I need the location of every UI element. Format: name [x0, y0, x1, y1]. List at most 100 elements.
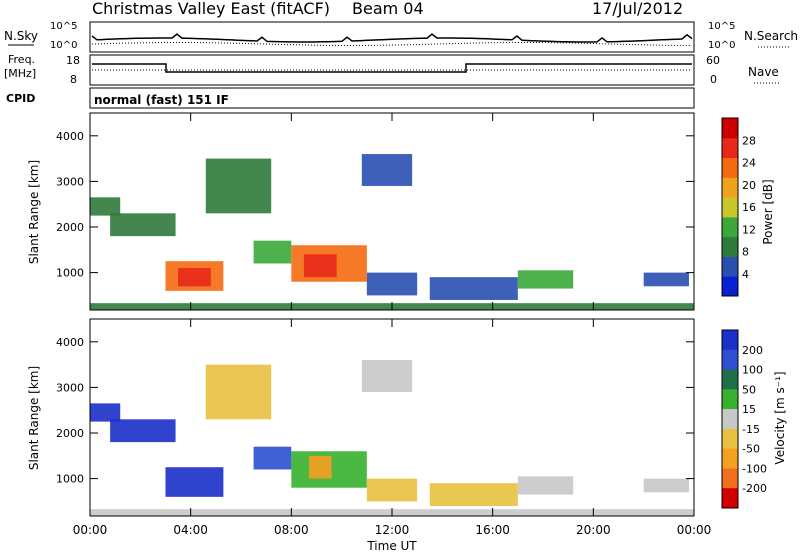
freq-tick-bottom: 8	[70, 73, 77, 86]
noise-tick-left-bottom: 10^0	[50, 40, 77, 51]
colorbar-swatch	[722, 389, 738, 410]
colorbar-swatch	[722, 330, 738, 351]
heatmap-region	[178, 268, 211, 287]
xaxis-label: Time UT	[366, 539, 417, 553]
colorbar-tick-label: 28	[742, 134, 756, 147]
colorbar-swatch	[722, 428, 738, 450]
heatmap-region	[303, 254, 337, 278]
colorbar-swatch	[722, 137, 738, 159]
noise-panel	[89, 21, 695, 53]
freq-panel	[89, 54, 695, 86]
xtick-label: 04:00	[173, 523, 208, 537]
colorbar-swatch	[722, 216, 738, 238]
nave-tick-bottom: 0	[710, 73, 717, 86]
ytick-label: 1000	[56, 473, 84, 486]
xtick-label: 20:00	[576, 523, 611, 537]
colorbar-tick-label: 8	[742, 246, 749, 259]
freq-series	[92, 63, 692, 73]
power-colorbar-label: Power [dB]	[761, 179, 775, 244]
xtick-label: 00:00	[677, 523, 712, 537]
colorbar-tick-label: 100	[742, 364, 763, 377]
nsearch-series	[91, 42, 692, 46]
heatmap-region	[110, 419, 176, 443]
colorbar-tick-label: 200	[742, 344, 763, 357]
velocity-ylabel: Slant Range [km]	[27, 366, 41, 470]
colorbar-swatch	[722, 349, 738, 371]
noise-tick-right-top: 10^5	[708, 21, 735, 32]
heatmap-region	[429, 277, 518, 300]
xtick-label: 12:00	[375, 523, 410, 537]
colorbar-tick-label: -15	[742, 423, 760, 436]
freq-label-1: Freq.	[8, 53, 35, 66]
heatmap-region	[643, 478, 689, 493]
power-yaxis: 1000 2000 3000 4000	[56, 130, 694, 280]
ytick-label: 4000	[56, 336, 84, 349]
colorbar-tick-label: 15	[742, 403, 756, 416]
heatmap-region	[308, 455, 332, 479]
colorbar-frame	[721, 329, 739, 509]
heatmap-region	[517, 270, 574, 289]
nave-tick-top: 60	[706, 54, 720, 67]
heatmap-region	[429, 483, 518, 506]
time-xaxis: 00:00 04:00 08:00 12:00 16:00 20:00 00:00	[73, 113, 712, 537]
heatmap-region	[366, 478, 418, 502]
colorbar-tick-label: 16	[742, 201, 756, 214]
cpid-panel	[89, 87, 695, 109]
noise-tick-left-top: 10^5	[50, 21, 77, 32]
date-title: 17/Jul/2012	[592, 0, 683, 18]
colorbar-swatch	[722, 448, 738, 469]
ytick-label: 2000	[56, 221, 84, 234]
power-ylabel: Slant Range [km]	[27, 160, 41, 264]
ytick-label: 2000	[56, 427, 84, 440]
colorbar-tick-label: -100	[742, 462, 767, 475]
colorbar-swatch	[722, 197, 738, 218]
heatmap-region	[253, 446, 292, 470]
cpid-value: normal (fast) 151 IF	[94, 93, 229, 107]
xtick-label: 00:00	[73, 523, 108, 537]
ytick-label: 3000	[56, 381, 84, 394]
nave-label: Nave	[748, 65, 779, 79]
velocity-colorbar: 200 100 50 15 -15 -50 -100 -200	[721, 329, 767, 509]
nsky-label: N.Sky	[4, 29, 38, 43]
power-colorbar: 4 8 12 16 20 24 28	[721, 117, 756, 297]
colorbar-swatch	[722, 177, 738, 198]
colorbar-frame	[721, 117, 739, 297]
freq-label-2: [MHz]	[4, 67, 36, 80]
velocity-heatmap-cells	[90, 360, 694, 516]
station-title: Christmas Valley East (fitACF)	[92, 0, 330, 18]
heatmap-region	[90, 197, 121, 216]
heatmap-region	[517, 476, 574, 495]
nsearch-label: N.Search	[744, 29, 798, 43]
velocity-yaxis: 1000 2000 3000 4000	[56, 336, 694, 486]
xtick-label: 08:00	[274, 523, 309, 537]
heatmap-region	[366, 272, 418, 296]
heatmap-region	[165, 467, 224, 497]
velocity-colorbar-label: Velocity [m s⁻¹]	[773, 371, 787, 464]
noise-tick-right-bottom: 10^0	[708, 40, 735, 51]
colorbar-swatch	[722, 468, 738, 489]
colorbar-tick-label: 24	[742, 157, 756, 170]
xtick-label: 16:00	[475, 523, 510, 537]
freq-tick-top: 18	[66, 54, 80, 67]
colorbar-tick-label: 20	[742, 179, 756, 192]
colorbar-swatch	[722, 409, 738, 430]
heatmap-region	[361, 360, 413, 392]
ytick-label: 4000	[56, 130, 84, 143]
colorbar-tick-label: -200	[742, 482, 767, 495]
beam-title: Beam 04	[352, 0, 424, 18]
heatmap-region	[205, 158, 272, 214]
heatmap-region	[361, 154, 413, 186]
nsky-series	[91, 33, 693, 43]
colorbar-swatch	[722, 236, 738, 257]
colorbar-swatch	[722, 157, 738, 178]
heatmap-region	[110, 213, 176, 237]
colorbar-tick-label: -50	[742, 443, 760, 456]
heatmap-region	[90, 403, 121, 422]
heatmap-region	[205, 364, 272, 420]
colorbar-swatch	[722, 276, 738, 297]
heatmap-region	[253, 240, 292, 264]
cpid-label: CPID	[6, 92, 35, 105]
colorbar-swatch	[722, 256, 738, 277]
colorbar-tick-label: 12	[742, 223, 756, 236]
